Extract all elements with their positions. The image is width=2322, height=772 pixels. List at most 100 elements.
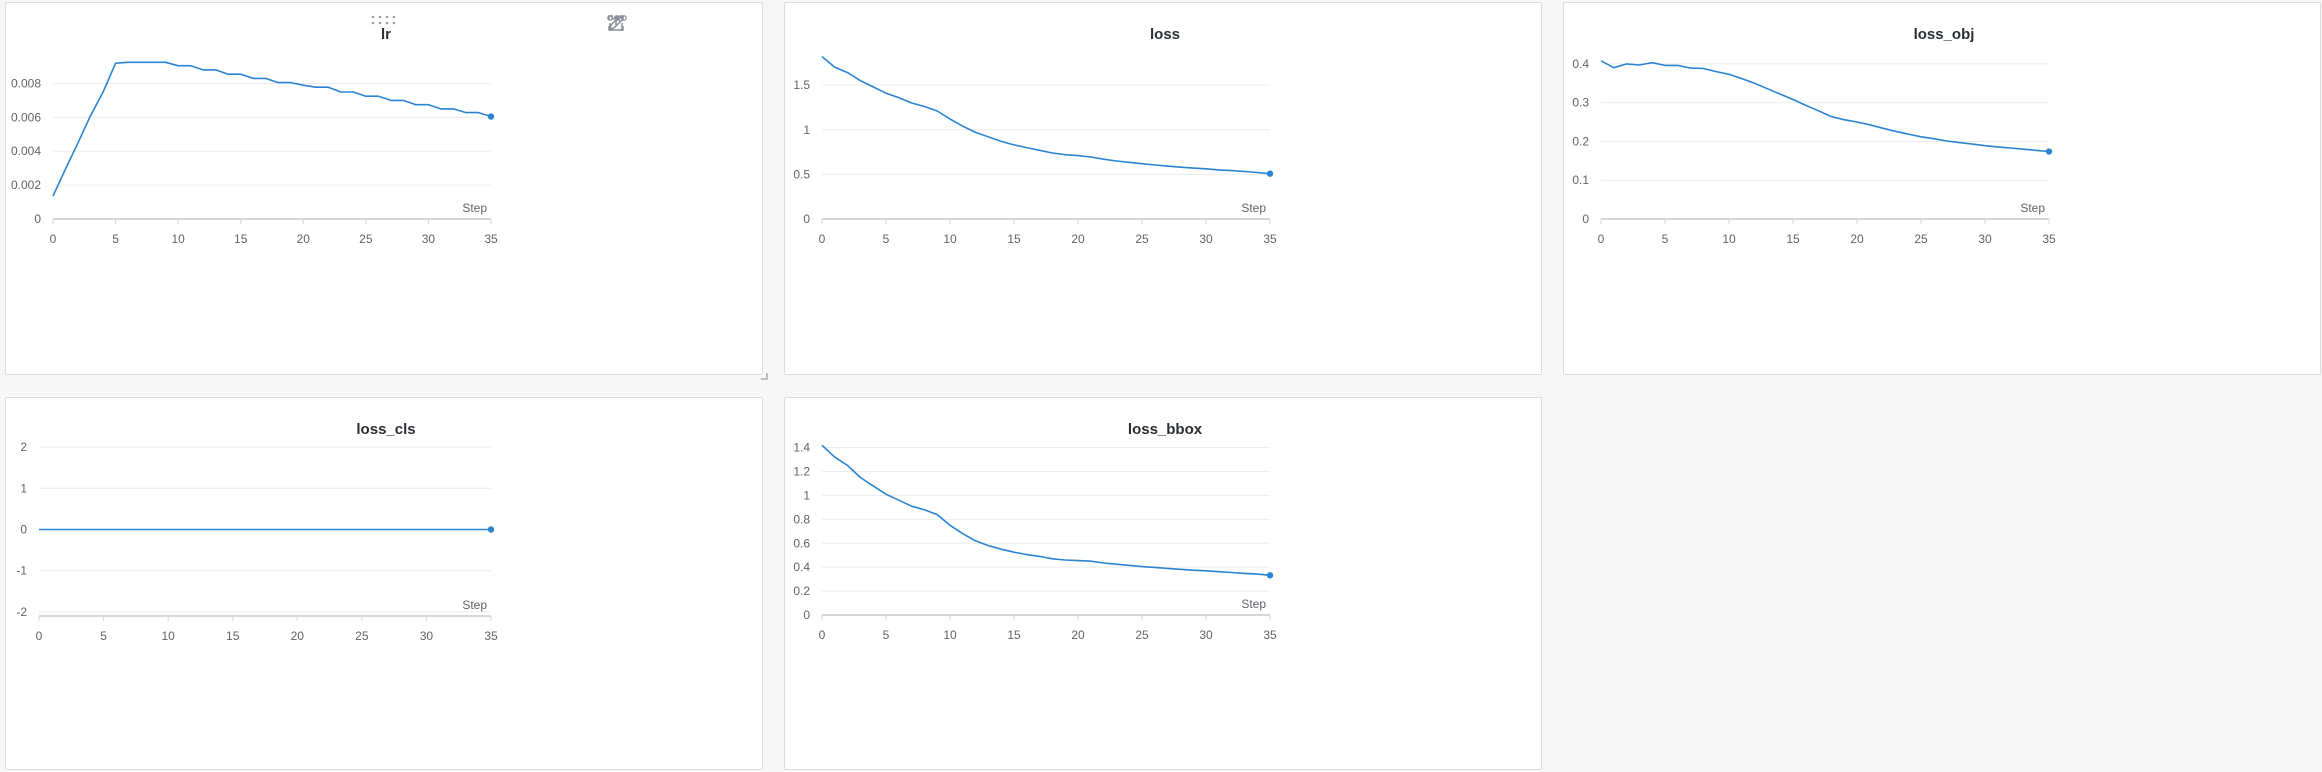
- x-axis-label: Step: [462, 201, 487, 215]
- x-tick-label: 25: [1135, 628, 1149, 642]
- x-tick-label: 10: [161, 629, 175, 643]
- x-tick-label: 30: [422, 232, 436, 246]
- series-line[interactable]: [52, 61, 492, 197]
- x-tick-label: 20: [297, 232, 311, 246]
- y-tick-label: 0: [1582, 212, 1589, 226]
- y-tick-label: 0: [803, 608, 810, 622]
- x-tick-label: 5: [883, 628, 890, 642]
- y-tick-label: 0.3: [1572, 96, 1589, 110]
- chart-title: loss: [1150, 26, 1180, 43]
- x-tick-label: 35: [1263, 232, 1277, 246]
- y-tick-label: 1.2: [793, 465, 810, 479]
- y-tick-label: 0.5: [793, 167, 810, 181]
- x-tick-label: 25: [355, 629, 369, 643]
- last-point-marker[interactable]: [1266, 170, 1274, 177]
- x-tick-label: 35: [1263, 628, 1277, 642]
- fullscreen-icon[interactable]: [608, 13, 708, 35]
- y-tick-label: 2: [20, 440, 27, 454]
- y-tick-label: 0.2: [793, 584, 810, 598]
- x-axis-label: Step: [1241, 201, 1266, 215]
- x-tick-label: 10: [943, 232, 957, 246]
- chart-title: loss_bbox: [1128, 421, 1203, 438]
- x-tick-label: 20: [1850, 232, 1864, 246]
- chart-panel-loss: loss 0 0.5 1 1.5 0 5 10 15 20 25 30 35 Step: [784, 2, 1542, 375]
- chart-svg: loss_obj 0 0.1 0.2 0.3 0.4 0 5 10 15 20 25 30 35 Step: [1572, 26, 2056, 246]
- chart-svg: loss 0 0.5 1 1.5 0 5 10 15 20 25 30 35 Step: [793, 26, 1277, 246]
- x-tick-label: 0: [50, 232, 57, 246]
- series-line[interactable]: [821, 55, 1271, 175]
- y-tick-label: 1: [803, 123, 810, 137]
- last-point-marker[interactable]: [487, 526, 495, 533]
- y-tick-label: 1.5: [793, 78, 810, 92]
- chart-title: lr: [381, 26, 391, 43]
- x-tick-label: 20: [1071, 628, 1085, 642]
- chart-svg: loss_bbox 0 0.2 0.4 0.6 0.8 1 1.2 1.4 0 5 10 15 20 25 3…: [793, 421, 1277, 642]
- chart-svg: lr 0 0.002 0.004 0.006 0.008 0 5 10 15 20 25 30 35 Ste…: [11, 26, 498, 246]
- y-tick-label: 0.006: [11, 110, 41, 124]
- y-tick-label: 0: [803, 212, 810, 226]
- panel-toolbar: [606, 13, 748, 35]
- y-tick-label: 0.008: [11, 76, 41, 90]
- x-tick-label: 15: [234, 232, 248, 246]
- chart-panel-loss-bbox: loss_bbox 0 0.2 0.4 0.6 0.8 1 1.2 1.4 0 5 10 15 20 25 3…: [784, 397, 1542, 770]
- x-tick-label: 10: [1722, 232, 1736, 246]
- x-tick-label: 0: [1598, 232, 1605, 246]
- y-tick-label: 1: [803, 488, 810, 502]
- chart-panel-loss-obj: loss_obj 0 0.1 0.2 0.3 0.4 0 5 10 15 20 25 30 35 Step: [1563, 2, 2321, 375]
- y-tick-label: 0.002: [11, 178, 41, 192]
- x-axis-label: Step: [2020, 201, 2045, 215]
- x-tick-label: 5: [100, 629, 107, 643]
- edit-icon[interactable]: [608, 13, 668, 35]
- x-tick-label: 25: [1914, 232, 1928, 246]
- more-options-icon[interactable]: [607, 13, 748, 35]
- x-axis-label: Step: [1241, 597, 1266, 611]
- x-tick-label: 30: [1978, 232, 1992, 246]
- y-tick-label: 0.4: [793, 560, 810, 574]
- x-tick-label: 5: [112, 232, 119, 246]
- x-tick-label: 20: [1071, 232, 1085, 246]
- x-tick-label: 35: [2042, 232, 2056, 246]
- y-tick-label: 0.4: [1572, 57, 1589, 71]
- y-tick-label: 0: [34, 212, 41, 226]
- x-tick-label: 25: [1135, 232, 1149, 246]
- x-tick-label: 0: [819, 232, 826, 246]
- x-tick-label: 30: [420, 629, 434, 643]
- x-tick-label: 10: [943, 628, 957, 642]
- x-tick-label: 5: [883, 232, 890, 246]
- x-tick-label: 0: [819, 628, 826, 642]
- x-tick-label: 30: [1199, 628, 1213, 642]
- x-tick-label: 15: [1007, 232, 1021, 246]
- x-tick-label: 15: [1786, 232, 1800, 246]
- y-tick-label: 0.004: [11, 144, 41, 158]
- x-tick-label: 35: [484, 232, 498, 246]
- x-tick-label: 30: [1199, 232, 1213, 246]
- chart-title: loss_cls: [356, 421, 415, 438]
- x-tick-label: 35: [484, 629, 498, 643]
- chart-panel-lr: lr 0 0.002 0.004 0.006 0.008 0 5 10 15 20 25 30 35 Ste…: [5, 2, 768, 380]
- x-tick-label: 15: [1007, 628, 1021, 642]
- chart-panel-loss-cls: loss_cls -2 -1 0 1 2 0 5 10 15 20 25 30 35 Step: [5, 397, 763, 770]
- y-tick-label: -2: [16, 605, 27, 619]
- last-point-marker[interactable]: [2045, 148, 2053, 155]
- y-tick-label: 0: [20, 523, 27, 537]
- y-tick-label: 0.6: [793, 536, 810, 550]
- y-tick-label: 1.4: [793, 441, 810, 455]
- y-tick-label: 0.2: [1572, 134, 1589, 148]
- series-line[interactable]: [1600, 60, 2050, 153]
- x-tick-label: 5: [1662, 232, 1669, 246]
- y-tick-label: 1: [20, 481, 27, 495]
- x-tick-label: 10: [171, 232, 185, 246]
- x-tick-label: 25: [359, 232, 373, 246]
- x-tick-label: 0: [36, 629, 43, 643]
- last-point-marker[interactable]: [487, 113, 495, 120]
- x-axis-label: Step: [462, 598, 487, 612]
- y-tick-label: 0.8: [793, 512, 810, 526]
- x-tick-label: 20: [291, 629, 305, 643]
- series-line[interactable]: [821, 444, 1271, 577]
- y-tick-label: 0.1: [1572, 173, 1589, 187]
- y-tick-label: -1: [16, 564, 27, 578]
- x-tick-label: 15: [226, 629, 240, 643]
- last-point-marker[interactable]: [1266, 572, 1274, 579]
- chart-title: loss_obj: [1914, 26, 1975, 43]
